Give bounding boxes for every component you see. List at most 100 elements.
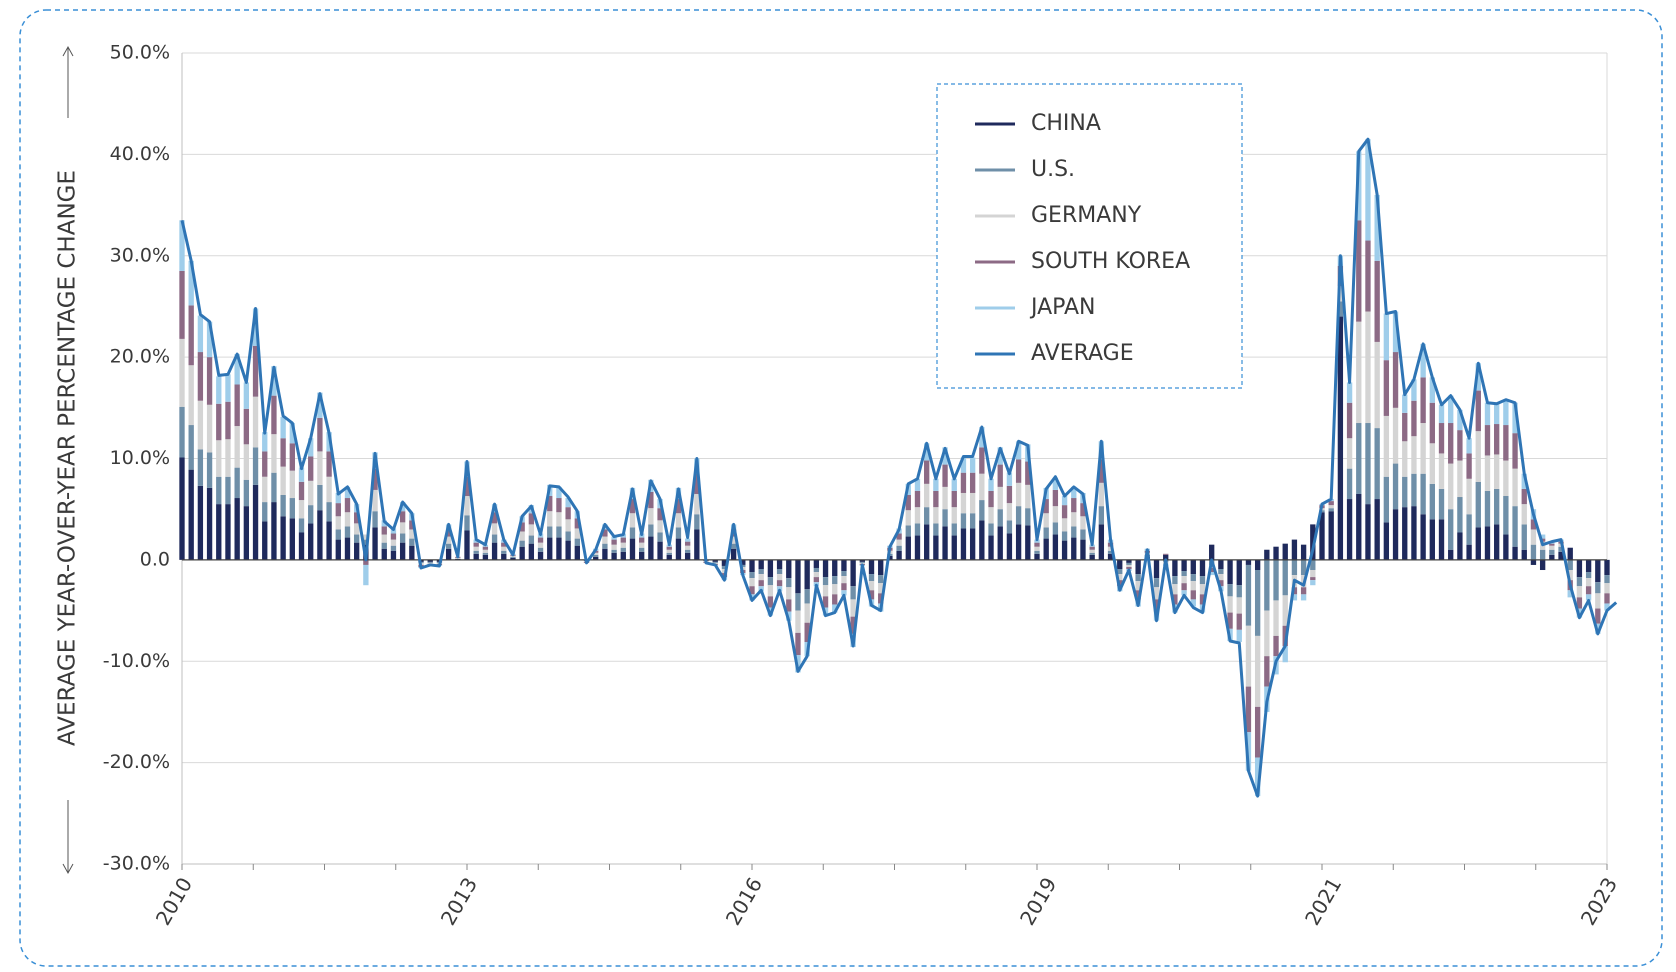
bar-segment [197,315,204,353]
bar-segment [1604,559,1610,576]
bar-segment [1061,518,1068,532]
bar-segment [1209,567,1215,573]
bar-segment [1209,544,1215,560]
bar-segment [1043,513,1049,528]
bar-segment [639,547,645,552]
bar-segment [841,571,847,577]
bar-segment [1328,505,1334,509]
bar-segment [620,547,626,552]
bar-segment [1310,580,1316,586]
bar-segment [1604,593,1610,604]
bar-segment [1282,646,1288,663]
bar-segment [1052,534,1059,560]
bar-segment [1558,546,1564,552]
bar-segment [1512,402,1518,434]
bar-segment [730,543,737,549]
bar-segment [482,552,489,555]
bar-segment [1448,395,1454,424]
bar-segment [896,545,902,551]
y-axis-title: AVERAGE YEAR-OVER-YEAR PERCENTAGE CHANGE [55,170,81,746]
bar-segment [1567,547,1573,560]
bar-segment [1549,554,1555,560]
bar-segment [1190,559,1196,575]
bar-segment [1429,519,1435,560]
bar-segment [565,531,571,541]
bar-segment [1245,564,1252,626]
bar-segment [740,559,746,565]
bar-segment [1411,473,1417,507]
bar-segment [1153,587,1160,600]
bar-segment [905,525,911,537]
bar-segment [804,589,810,604]
bar-segment [206,321,213,358]
bar-segment [289,423,295,444]
bar-segment [1503,534,1509,560]
bar-segment [1227,596,1233,613]
bar-segment [1457,460,1463,498]
bar-segment [1448,423,1454,464]
bar-segment [942,464,948,487]
bar-segment [1135,581,1141,591]
bar-segment [1438,453,1445,489]
bar-segment [924,524,930,560]
bar-segment [841,576,847,584]
bar-segment [344,537,351,560]
bar-segment [1310,559,1316,571]
bar-segment [666,554,672,560]
bar-segment [914,523,921,536]
bar-segment [1291,539,1298,560]
bar-segment [896,550,902,560]
bar-segment [1236,629,1242,642]
bar-segment [1484,526,1491,560]
bar-segment [1071,486,1077,499]
bar-segment [657,532,663,542]
legend-label: GERMANY [1031,203,1142,228]
bar-segment [206,404,213,453]
bar-segment [933,490,939,508]
bar-segment [326,521,332,560]
bar-segment [1438,519,1445,560]
bar-segment [675,538,682,560]
bar-segment [216,476,222,505]
bar-segment [611,536,617,540]
bar-segment [997,464,1003,487]
bar-segment [216,403,222,441]
bar-segment [574,518,580,529]
bar-segment [942,509,948,527]
bar-segment [1429,377,1435,403]
bar-segment [399,522,406,534]
bar-segment [1172,559,1178,577]
bar-segment [1604,583,1610,594]
bar-segment [988,490,994,508]
bar-segment [1411,379,1417,401]
bar-segment [868,574,875,582]
bar-segment [372,511,378,528]
bar-segment [1190,581,1196,591]
bar-segment [1365,240,1371,312]
bar-segment [427,562,433,564]
bar-segment [602,529,608,537]
bar-segment [933,535,939,560]
bar-segment [1420,473,1426,515]
x-tick-label: 2013 [436,873,482,929]
bar-segment [308,480,314,506]
x-tick-label: 2019 [1015,873,1061,929]
bar-segment [1006,485,1013,504]
bar-segment [1337,301,1344,317]
bar-segment [344,498,351,513]
average-line [180,137,1618,798]
bar-segment [1310,577,1316,581]
bar-segment [1135,559,1141,575]
bar-segment [1595,593,1601,609]
bar-segment [868,590,875,600]
bar-segment [997,447,1003,465]
bar-segment [776,559,783,569]
bar-segment [776,574,783,581]
bar-segment [280,438,286,467]
bar-segment [206,357,213,405]
bar-segment [1466,453,1472,479]
legend-label: JAPAN [1029,295,1096,320]
bar-segment [1126,566,1132,569]
bar-segment [1135,590,1141,600]
bar-segment [445,543,452,549]
